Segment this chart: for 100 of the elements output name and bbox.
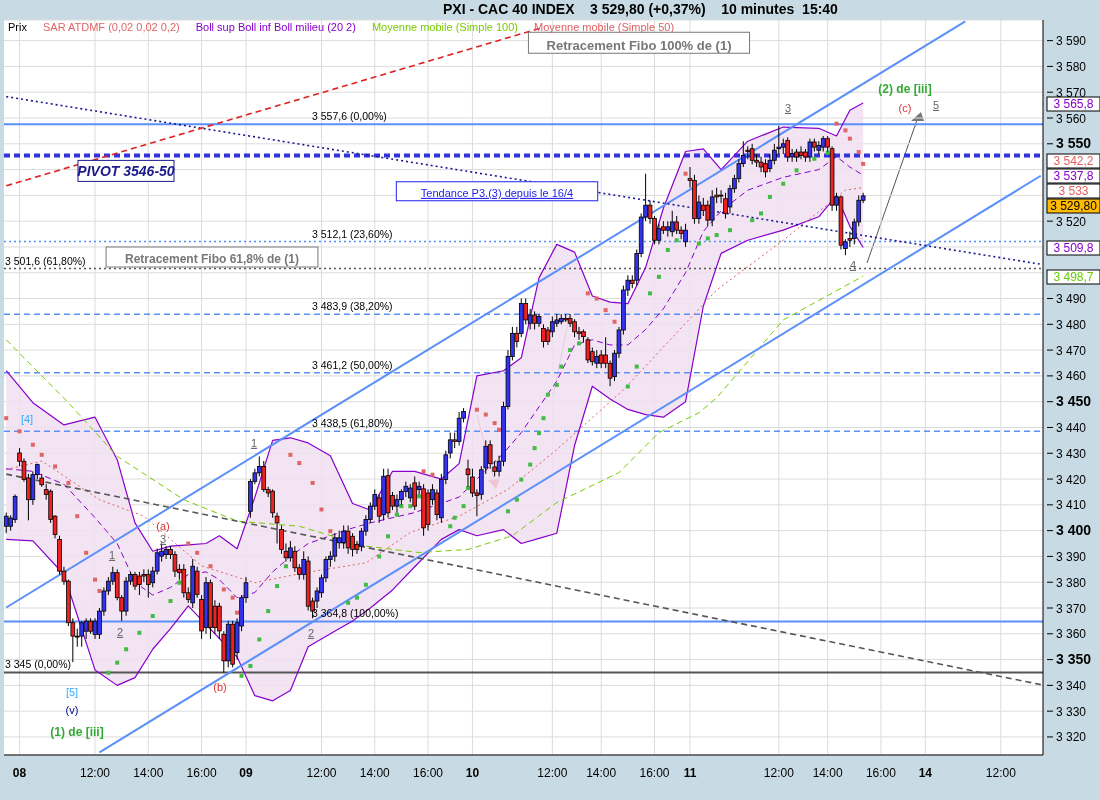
candlestick [292, 545, 298, 573]
y-tick-label: 3 330 [1056, 704, 1087, 719]
point [310, 480, 315, 485]
point [648, 291, 653, 296]
ref-line-label: 3 557,6 (0,00%) [312, 110, 387, 123]
x-tick-label: 11 [683, 766, 697, 780]
annotation: Tendance P3.(3) depuis le 16/4 [420, 186, 574, 199]
annotation: (2) de [iii] [878, 82, 932, 97]
point [705, 236, 710, 241]
x-tick-label: 16:00 [186, 766, 217, 780]
x-tick-label: 14:00 [133, 766, 164, 780]
annotation: (b) [213, 680, 227, 693]
point [177, 580, 182, 585]
point [452, 515, 457, 520]
candlestick [172, 550, 178, 578]
point [408, 504, 413, 509]
x-tick-label: 08 [12, 766, 27, 780]
point [4, 416, 9, 421]
y-tick-label: 3 320 [1056, 730, 1087, 745]
annotation: [5] [65, 685, 79, 698]
point [430, 472, 435, 477]
point [354, 595, 359, 600]
candlestick [12, 494, 18, 524]
candlestick [594, 349, 600, 369]
candlestick [709, 189, 715, 227]
point [377, 554, 382, 559]
point [696, 241, 701, 246]
point [288, 452, 293, 457]
annotation: [4] [20, 412, 34, 425]
point [84, 550, 89, 555]
ref-line-label: 3 438,5 (61,80%) [312, 417, 393, 430]
point [603, 308, 608, 313]
point [577, 341, 581, 346]
text: 3 529,80 [1050, 199, 1098, 213]
point [283, 564, 288, 569]
y-tick-label: 3 520 [1056, 214, 1087, 229]
y-tick-label: 3 350 [1056, 651, 1092, 668]
candlestick [261, 460, 267, 493]
candlestick [79, 620, 84, 648]
candlestick [83, 617, 89, 640]
annotation: (a) [156, 519, 170, 532]
annotation: (v) [65, 703, 79, 716]
point [363, 582, 368, 587]
point [66, 480, 71, 485]
ref-line-label: 3 483,9 (38,20%) [312, 300, 393, 313]
point [124, 647, 129, 652]
candlestick [785, 136, 790, 163]
point [825, 150, 830, 155]
x-tick-label: 16:00 [639, 766, 670, 780]
point [474, 407, 479, 412]
annotation: (1) de [iii] [50, 725, 104, 740]
point [505, 509, 510, 514]
candlestick [181, 563, 187, 599]
x-tick-label: 09 [239, 766, 253, 780]
point [794, 168, 799, 173]
x-tick-label: 12:00 [763, 766, 795, 780]
point [541, 416, 546, 421]
point [75, 514, 80, 519]
candlestick [345, 524, 351, 555]
y-tick-label: 3 400 [1056, 522, 1092, 539]
point [665, 248, 670, 253]
candlestick [683, 223, 688, 248]
y-tick-label: 3 450 [1056, 393, 1092, 410]
x-tick-label: 14:00 [812, 766, 843, 780]
point [812, 156, 817, 161]
candlestick [270, 488, 275, 519]
point [235, 610, 240, 615]
text: 3 537,8 [1053, 169, 1094, 183]
point [683, 171, 688, 176]
point [17, 429, 22, 434]
point [221, 587, 226, 592]
x-tick-label: 10 [465, 766, 480, 780]
y-tick-label: 3 410 [1056, 498, 1087, 513]
point [727, 228, 732, 233]
point [497, 427, 502, 432]
point [394, 512, 399, 517]
point [847, 136, 852, 141]
candlestick [767, 153, 773, 173]
y-tick-label: 3 420 [1056, 472, 1087, 487]
text: Moyenne mobile (Simple 50) [534, 21, 675, 33]
y-tick-label: 3 570 [1056, 85, 1087, 100]
x-tick-label: 12:00 [80, 766, 111, 780]
candlestick [4, 512, 9, 534]
point [195, 550, 200, 555]
annotation: 5 [932, 98, 940, 111]
y-tick-label: 3 480 [1056, 317, 1087, 332]
y-tick-label: 3 360 [1056, 627, 1087, 642]
x-tick-label: 12:00 [985, 766, 1017, 780]
point [266, 609, 271, 614]
x-tick-label: 12:00 [537, 766, 568, 780]
y-tick-label: 3 490 [1056, 292, 1087, 307]
candlestick [572, 318, 577, 338]
point [843, 128, 848, 133]
point [568, 348, 573, 353]
y-tick-label: 3 440 [1056, 420, 1087, 435]
point [275, 584, 280, 589]
point [328, 529, 333, 534]
text: 3 509,8 [1053, 241, 1094, 255]
candlestick [798, 145, 804, 160]
y-tick-label: 3 430 [1056, 446, 1087, 461]
